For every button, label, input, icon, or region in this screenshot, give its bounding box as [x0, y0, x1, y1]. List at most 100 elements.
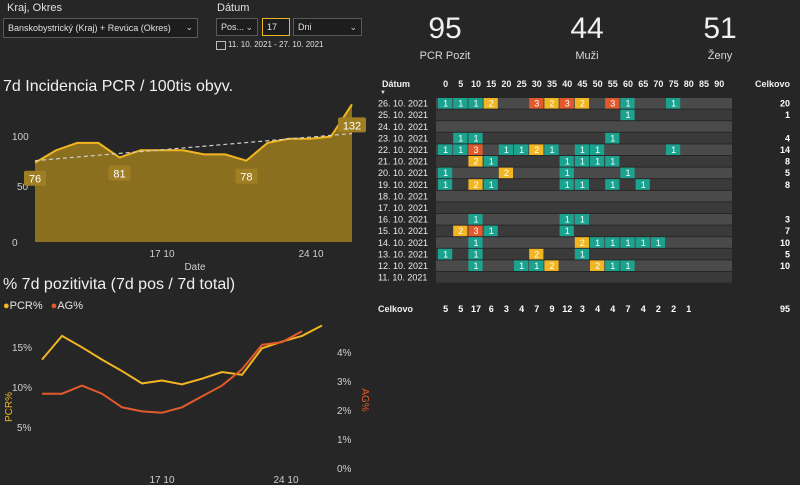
matrix-cell-value: 1 [443, 168, 448, 178]
matrix-cell[interactable] [620, 98, 635, 109]
matrix-row-date[interactable]: 15. 10. 2021 [378, 226, 428, 236]
matrix-cell-value: 1 [610, 180, 615, 190]
date-count-input[interactable]: 17 [262, 18, 290, 36]
matrix-cell[interactable] [559, 167, 574, 179]
matrix-row-date[interactable]: 24. 10. 2021 [378, 122, 428, 132]
matrix-cell[interactable] [529, 98, 544, 109]
matrix-cell[interactable] [574, 214, 589, 225]
matrix-cell[interactable] [544, 144, 559, 155]
matrix-age-header: 75 [669, 79, 679, 89]
matrix-cell[interactable] [605, 98, 620, 109]
matrix-row-date[interactable]: 16. 10. 2021 [378, 215, 428, 225]
matrix-cell[interactable] [559, 225, 574, 237]
matrix-row-date[interactable]: 19. 10. 2021 [378, 180, 428, 190]
matrix-cell[interactable] [605, 156, 620, 167]
matrix-cell[interactable] [544, 98, 559, 109]
matrix-cell[interactable] [468, 156, 483, 167]
matrix-cell[interactable] [620, 167, 635, 179]
matrix-cell[interactable] [559, 214, 574, 225]
matrix-cell[interactable] [529, 248, 544, 260]
matrix-cell[interactable] [514, 144, 529, 155]
matrix-cell[interactable] [605, 132, 620, 144]
matrix-cell[interactable] [453, 144, 468, 155]
region-dropdown[interactable]: Banskobystrický (Kraj) + Revúca (Okres) … [3, 18, 198, 38]
matrix-row-date[interactable]: 22. 10. 2021 [378, 145, 428, 155]
matrix-cell[interactable] [620, 260, 635, 271]
matrix-cell[interactable] [438, 98, 453, 109]
matrix-cell[interactable] [453, 132, 468, 144]
matrix-row-date[interactable]: 11. 10. 2021 [378, 273, 427, 283]
matrix-cell[interactable] [498, 167, 513, 179]
matrix-cell[interactable] [468, 132, 483, 144]
sort-desc-icon[interactable]: ▼ [380, 90, 386, 96]
matrix-cell[interactable] [438, 167, 453, 179]
matrix-row-date[interactable]: 26. 10. 2021 [378, 99, 428, 109]
matrix-row-date[interactable]: 13. 10. 2021 [378, 249, 428, 259]
matrix-cell[interactable] [514, 260, 529, 271]
matrix-cell[interactable] [468, 225, 483, 237]
date-unit-value: Dni [298, 22, 312, 32]
matrix-cell[interactable] [468, 260, 483, 271]
matrix-cell[interactable] [574, 179, 589, 190]
matrix-cell[interactable] [620, 237, 635, 248]
matrix-cell[interactable] [438, 179, 453, 190]
matrix-cell[interactable] [529, 260, 544, 271]
matrix-cell[interactable] [650, 237, 665, 248]
matrix-cell[interactable] [666, 144, 681, 155]
matrix-cell[interactable] [483, 156, 498, 167]
calendar-icon[interactable] [216, 41, 226, 50]
matrix-cell[interactable] [666, 98, 681, 109]
matrix-cell[interactable] [605, 260, 620, 271]
matrix-cell[interactable] [590, 260, 605, 271]
matrix-cell[interactable] [468, 144, 483, 155]
matrix-cell[interactable] [574, 237, 589, 248]
matrix-row-date[interactable]: 23. 10. 2021 [378, 133, 428, 143]
matrix-cell[interactable] [483, 225, 498, 237]
matrix-row-date[interactable]: 21. 10. 2021 [378, 157, 428, 167]
matrix-row-date[interactable]: 18. 10. 2021 [378, 191, 428, 201]
matrix-cell[interactable] [590, 156, 605, 167]
matrix-cell[interactable] [620, 109, 635, 121]
matrix-cell[interactable] [468, 237, 483, 248]
matrix-row-date[interactable]: 20. 10. 2021 [378, 168, 428, 178]
matrix-cell[interactable] [544, 260, 559, 271]
matrix-cell[interactable] [453, 98, 468, 109]
matrix-cell[interactable] [468, 98, 483, 109]
matrix-cell[interactable] [438, 248, 453, 260]
matrix-cell[interactable] [468, 214, 483, 225]
matrix-cell[interactable] [483, 179, 498, 190]
matrix-cell[interactable] [590, 144, 605, 155]
matrix-cell[interactable] [438, 144, 453, 155]
matrix-cell[interactable] [605, 237, 620, 248]
matrix-row-date[interactable]: 25. 10. 2021 [378, 110, 428, 120]
matrix-cell[interactable] [635, 237, 650, 248]
matrix-cell[interactable] [559, 98, 574, 109]
matrix-date-header[interactable]: Dátum [382, 79, 410, 89]
matrix-cell[interactable] [483, 98, 498, 109]
matrix-cell[interactable] [529, 144, 544, 155]
matrix-cell[interactable] [468, 248, 483, 260]
matrix-cell[interactable] [498, 144, 513, 155]
age-date-matrix: Dátum ▼ 0 5 10 15 20 25 30 35 40 45 50 55 60 65 70 75 80… [378, 79, 790, 314]
legend-pcr[interactable]: ●PCR% [3, 300, 43, 312]
matrix-row-date[interactable]: 14. 10. 2021 [378, 238, 428, 248]
ag-y-tick: 3% [337, 377, 352, 388]
matrix-cell[interactable] [635, 179, 650, 190]
matrix-cell[interactable] [574, 248, 589, 260]
matrix-cell[interactable] [605, 179, 620, 190]
date-unit-dropdown[interactable]: Dni ⌄ [293, 18, 362, 36]
matrix-cell[interactable] [574, 144, 589, 155]
matrix-row-date[interactable]: 12. 10. 2021 [378, 261, 428, 271]
matrix-cell[interactable] [468, 179, 483, 190]
matrix-cell[interactable] [453, 225, 468, 237]
matrix-cell[interactable] [590, 237, 605, 248]
matrix-cell[interactable] [559, 156, 574, 167]
matrix-cell-value: 1 [580, 249, 585, 259]
date-mode-dropdown[interactable]: Pos... ⌄ [216, 18, 258, 36]
matrix-cell[interactable] [574, 156, 589, 167]
matrix-cell[interactable] [559, 179, 574, 190]
matrix-cell-value: 1 [580, 215, 585, 225]
legend-ag[interactable]: ●AG% [50, 300, 84, 312]
matrix-cell[interactable] [574, 98, 589, 109]
matrix-row-date[interactable]: 17. 10. 2021 [378, 203, 428, 213]
